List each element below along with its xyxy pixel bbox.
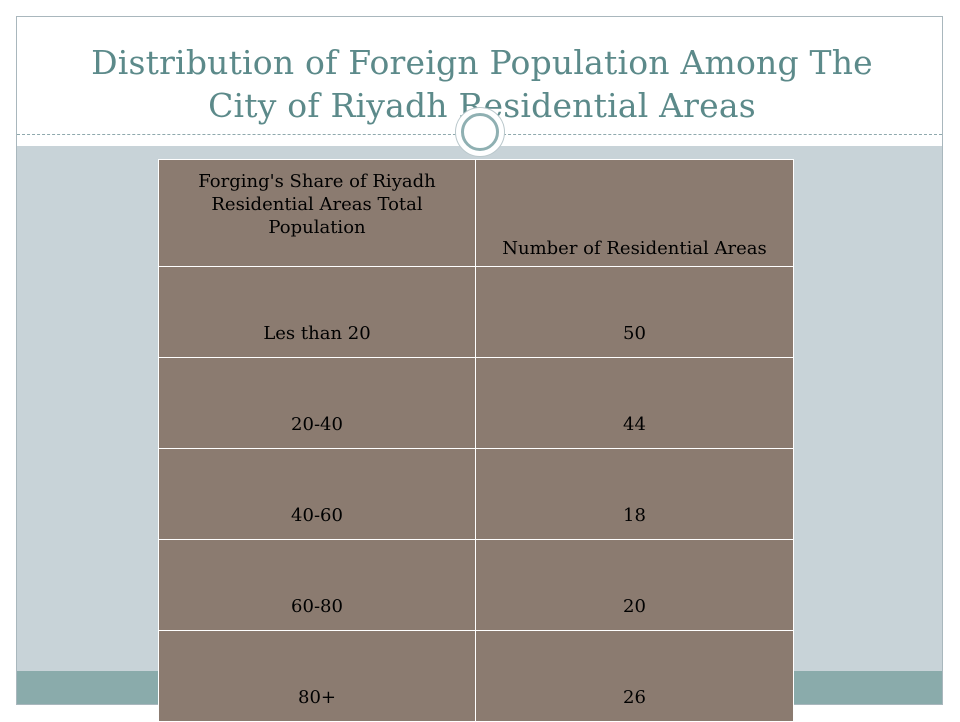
share-range-cell: Les than 20 (158, 266, 476, 358)
table-row: 60-80 20 (158, 539, 794, 631)
table-row: Les than 20 50 (158, 266, 794, 358)
ring-icon-inner (461, 113, 499, 151)
area-count-cell: 18 (475, 448, 794, 540)
table-header-row: Forging's Share of Riyadh Residential Ar… (158, 159, 794, 267)
slide-title: Distribution of Foreign Population Among… (91, 43, 873, 125)
area-count-cell: 26 (475, 630, 794, 722)
table-row: 40-60 18 (158, 448, 794, 540)
column-header-count: Number of Residential Areas (475, 159, 794, 267)
population-table: Forging's Share of Riyadh Residential Ar… (158, 159, 794, 722)
table-row: 80+ 26 (158, 630, 794, 722)
share-range-cell: 40-60 (158, 448, 476, 540)
share-range-cell: 80+ (158, 630, 476, 722)
area-count-cell: 20 (475, 539, 794, 631)
column-header-share: Forging's Share of Riyadh Residential Ar… (158, 159, 476, 267)
area-count-cell: 44 (475, 357, 794, 449)
area-count-cell: 50 (475, 266, 794, 358)
share-range-cell: 20-40 (158, 357, 476, 449)
share-range-cell: 60-80 (158, 539, 476, 631)
table-row: 20-40 44 (158, 357, 794, 449)
ring-icon (455, 107, 505, 157)
